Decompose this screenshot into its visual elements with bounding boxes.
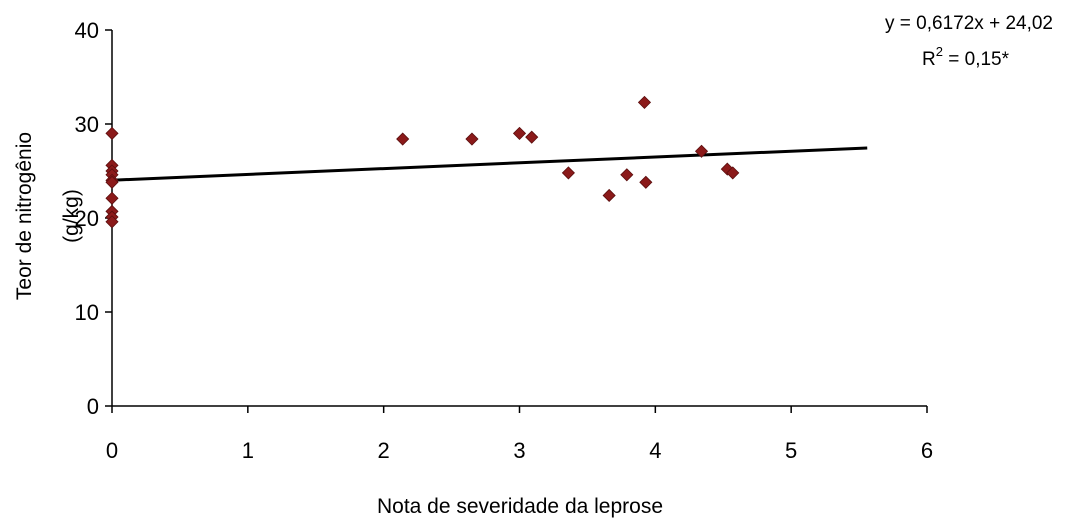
x-tick-label-5: 5 [785, 438, 797, 463]
data-point-15 [602, 188, 616, 203]
axes: 0 10 20 30 40 0 1 2 3 4 5 6 [75, 18, 934, 463]
y-tick-label-40: 40 [75, 18, 99, 43]
data-point-12 [512, 126, 527, 140]
x-tick-label-0: 0 [106, 438, 118, 463]
data-point-16 [620, 168, 634, 182]
y-axis-label-line1: Teor de nitrogênio [13, 132, 36, 300]
data-point-6 [105, 191, 119, 205]
trendline [111, 146, 868, 182]
data-point-0 [105, 126, 119, 140]
x-tick-label-6: 6 [921, 438, 933, 463]
x-tick-label-3: 3 [513, 438, 525, 463]
labels: Nota de severidade da leprose Teor de ni… [13, 13, 1053, 518]
y-tick-label-0: 0 [87, 394, 99, 419]
data-points [105, 95, 740, 229]
x-tick-label-4: 4 [649, 438, 661, 463]
data-point-11 [465, 132, 479, 146]
data-point-21 [726, 166, 740, 180]
data-point-18 [639, 175, 653, 189]
data-point-13 [525, 130, 539, 144]
data-point-9 [105, 215, 119, 229]
data-point-14 [561, 166, 575, 180]
r2-suffix: = 0,15* [943, 49, 1010, 70]
y-axis-label-line2: (g/kg) [60, 189, 83, 243]
y-tick-label-10: 10 [75, 300, 99, 325]
trendline-group [111, 146, 868, 182]
data-point-10 [396, 132, 410, 146]
y-tick-label-20: 20 [75, 206, 99, 231]
r-squared-label: R2 = 0,15* [922, 44, 1010, 70]
data-point-17 [637, 95, 652, 109]
r2-exponent: 2 [936, 44, 943, 59]
data-point-5 [105, 175, 119, 189]
x-tick-label-1: 1 [242, 438, 254, 463]
x-tick-label-2: 2 [378, 438, 390, 463]
x-axis-label: Nota de severidade da leprose [377, 495, 663, 518]
trendline-equation: y = 0,6172x + 24,02 [885, 13, 1053, 34]
data-point-19 [694, 144, 709, 158]
y-tick-label-30: 30 [75, 112, 99, 137]
r2-prefix: R [922, 49, 936, 70]
